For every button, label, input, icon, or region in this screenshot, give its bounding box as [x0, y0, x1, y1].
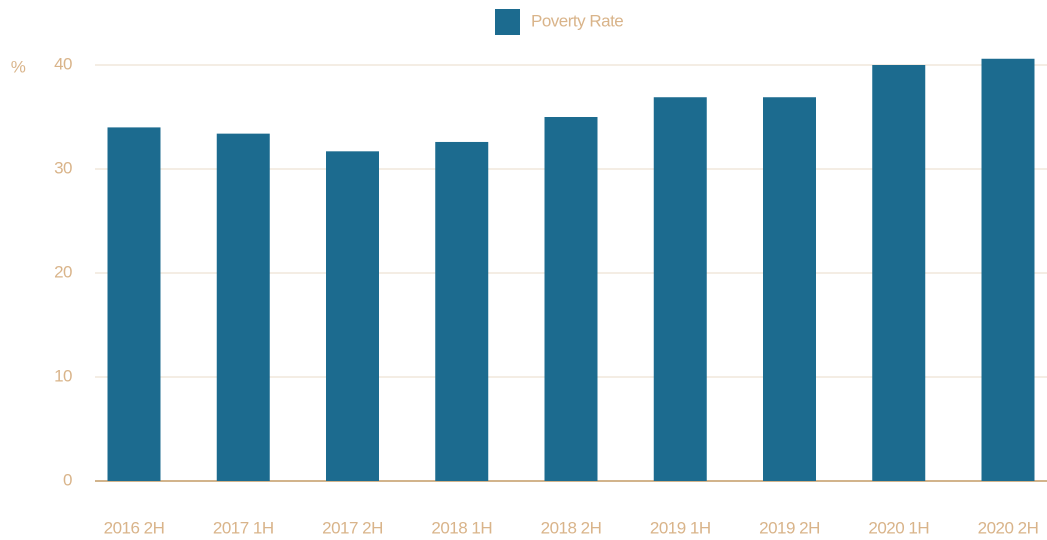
x-tick-label: 2020 2H [978, 518, 1039, 537]
bar [216, 133, 270, 481]
x-tick-label: 2020 1H [868, 518, 929, 537]
bar [435, 141, 489, 481]
bar [872, 65, 926, 481]
y-tick-label: 40 [54, 54, 72, 73]
bar [981, 58, 1035, 481]
x-tick-label: 2017 1H [213, 518, 274, 537]
bar [326, 151, 379, 481]
legend-label: Poverty Rate [531, 11, 623, 30]
y-tick-label: 0 [63, 470, 72, 489]
x-tick-label: 2016 2H [104, 518, 165, 537]
bar [763, 97, 816, 482]
x-tick-label: 2019 2H [759, 518, 820, 537]
legend-swatch [495, 9, 520, 35]
y-tick-label: 10 [54, 366, 72, 385]
bar [107, 127, 161, 482]
x-tick-label: 2018 1H [431, 518, 492, 537]
y-axis-label: % [11, 57, 26, 76]
y-tick-label: 30 [54, 158, 72, 177]
x-tick-label: 2017 2H [322, 518, 383, 537]
x-tick-label: 2018 2H [541, 518, 602, 537]
x-tick-label: 2019 1H [650, 518, 711, 537]
y-tick-label: 20 [54, 262, 72, 281]
bar [544, 117, 598, 481]
bar [653, 97, 707, 482]
